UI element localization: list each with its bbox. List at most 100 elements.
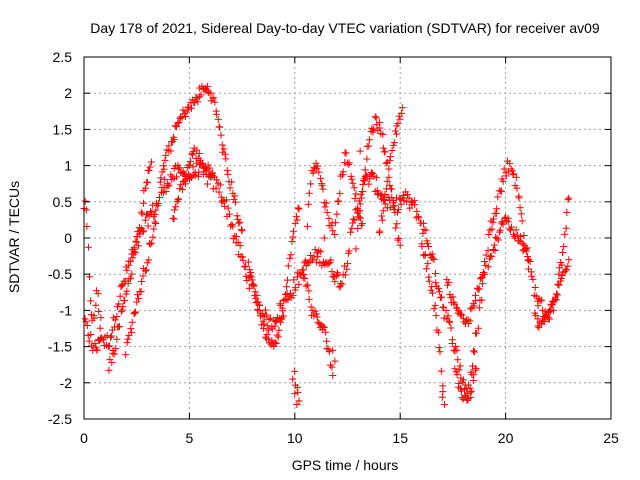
data-point [142,266,150,274]
data-point [238,226,246,234]
data-point [455,380,463,388]
data-point [524,253,532,261]
data-point [251,288,259,296]
data-point [224,170,232,178]
data-point [519,240,527,248]
data-point [87,297,95,305]
data-point [528,272,536,280]
data-point [132,237,140,245]
data-point [286,254,294,262]
data-point [253,291,261,299]
y-axis-label: SDTVAR / TECUs [6,181,22,293]
data-point [451,300,459,308]
data-point [452,342,460,350]
y-tick-label: 0.5 [53,194,73,210]
data-point [276,300,284,308]
data-point [127,257,135,265]
data-point [520,231,528,239]
data-point [379,144,387,152]
data-point [481,270,489,278]
data-point [338,171,346,179]
data-point [504,218,512,226]
data-point [318,262,326,270]
data-point [396,115,404,123]
data-point [506,159,514,167]
data-point [334,198,342,206]
data-point [218,141,226,149]
y-tick-label: -2 [60,375,73,391]
data-point [372,114,380,122]
data-point [534,302,542,310]
data-point [535,324,543,332]
data-point [160,165,168,173]
data-point [191,169,199,177]
data-point [170,215,178,223]
data-point [257,310,265,318]
data-point [289,227,297,235]
data-point [246,272,254,280]
data-point [146,163,154,171]
data-point [356,200,364,208]
data-point [149,233,157,241]
data-point [453,371,461,379]
data-point [248,273,256,281]
y-tick-labels: -2.5 -2 -1.5 -1 -0.5 0 0.5 1 1.5 2 2.5 [48,49,72,427]
x-tick-label: 25 [603,430,619,446]
data-point [421,251,429,259]
data-point [439,304,447,312]
data-point [468,387,476,395]
data-point [482,251,490,259]
data-point [92,287,100,295]
data-point [156,178,164,186]
data-point [526,257,534,265]
data-point [469,362,477,370]
data-point [312,258,320,266]
data-point [194,98,202,106]
data-point [356,147,364,155]
data-point [548,301,556,309]
data-point [488,225,496,233]
data-point [476,275,484,283]
data-point [311,246,319,254]
data-point [303,222,311,230]
data-point [289,375,297,383]
data-point [199,159,207,167]
data-point [392,224,400,232]
data-point [172,203,180,211]
data-point [534,322,542,330]
data-point [293,401,301,409]
data-point [558,271,566,279]
data-point [485,230,493,238]
data-point [291,284,299,292]
data-point [300,271,308,279]
data-point [290,276,298,284]
data-point [143,178,151,186]
data-point [320,324,328,332]
axis-ticks [83,56,612,420]
data-point [378,212,386,220]
data-point [328,363,336,371]
data-point [325,348,333,356]
data-point [489,215,497,223]
data-point [513,184,521,192]
data-point [453,346,461,354]
data-point [546,306,554,314]
data-point [466,388,474,396]
data-point [209,93,217,101]
data-point [106,355,114,363]
data-point [445,279,453,287]
data-point [247,269,255,277]
data-point [317,174,325,182]
data-point [116,323,124,331]
data-point [394,120,402,128]
data-point [216,181,224,189]
data-point [553,291,561,299]
data-point [155,200,163,208]
data-point [532,311,540,319]
data-point [395,235,403,243]
data-point [301,274,309,282]
data-point [359,180,367,188]
data-point [555,281,563,289]
data-point [332,272,340,280]
data-point [150,225,158,233]
